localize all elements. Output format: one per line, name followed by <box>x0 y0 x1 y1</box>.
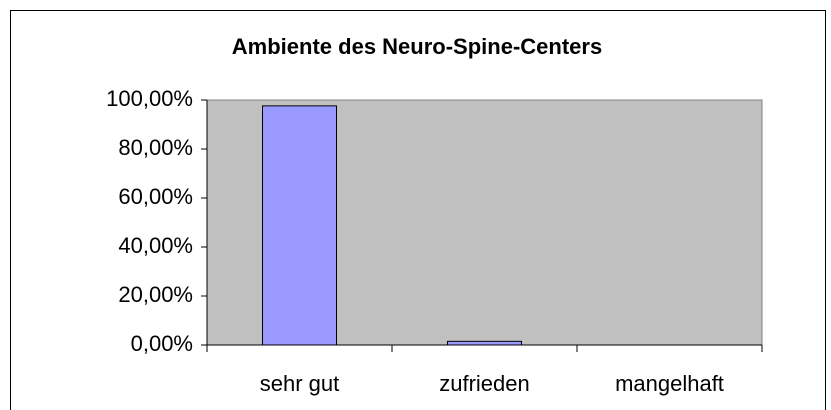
chart-title: Ambiente des Neuro-Spine-Centers <box>232 34 602 59</box>
x-tick-label: zufrieden <box>439 371 530 396</box>
y-tick-label: 80,00% <box>118 135 193 160</box>
y-tick-label: 0,00% <box>131 331 193 356</box>
x-tick-label: mangelhaft <box>615 371 724 396</box>
y-tick-label: 100,00% <box>106 86 193 111</box>
bar <box>447 340 522 346</box>
y-tick-label: 40,00% <box>118 233 193 258</box>
bar <box>262 105 337 346</box>
y-tick-label: 60,00% <box>118 184 193 209</box>
y-tick-label: 20,00% <box>118 282 193 307</box>
x-tick-label: sehr gut <box>260 371 340 396</box>
